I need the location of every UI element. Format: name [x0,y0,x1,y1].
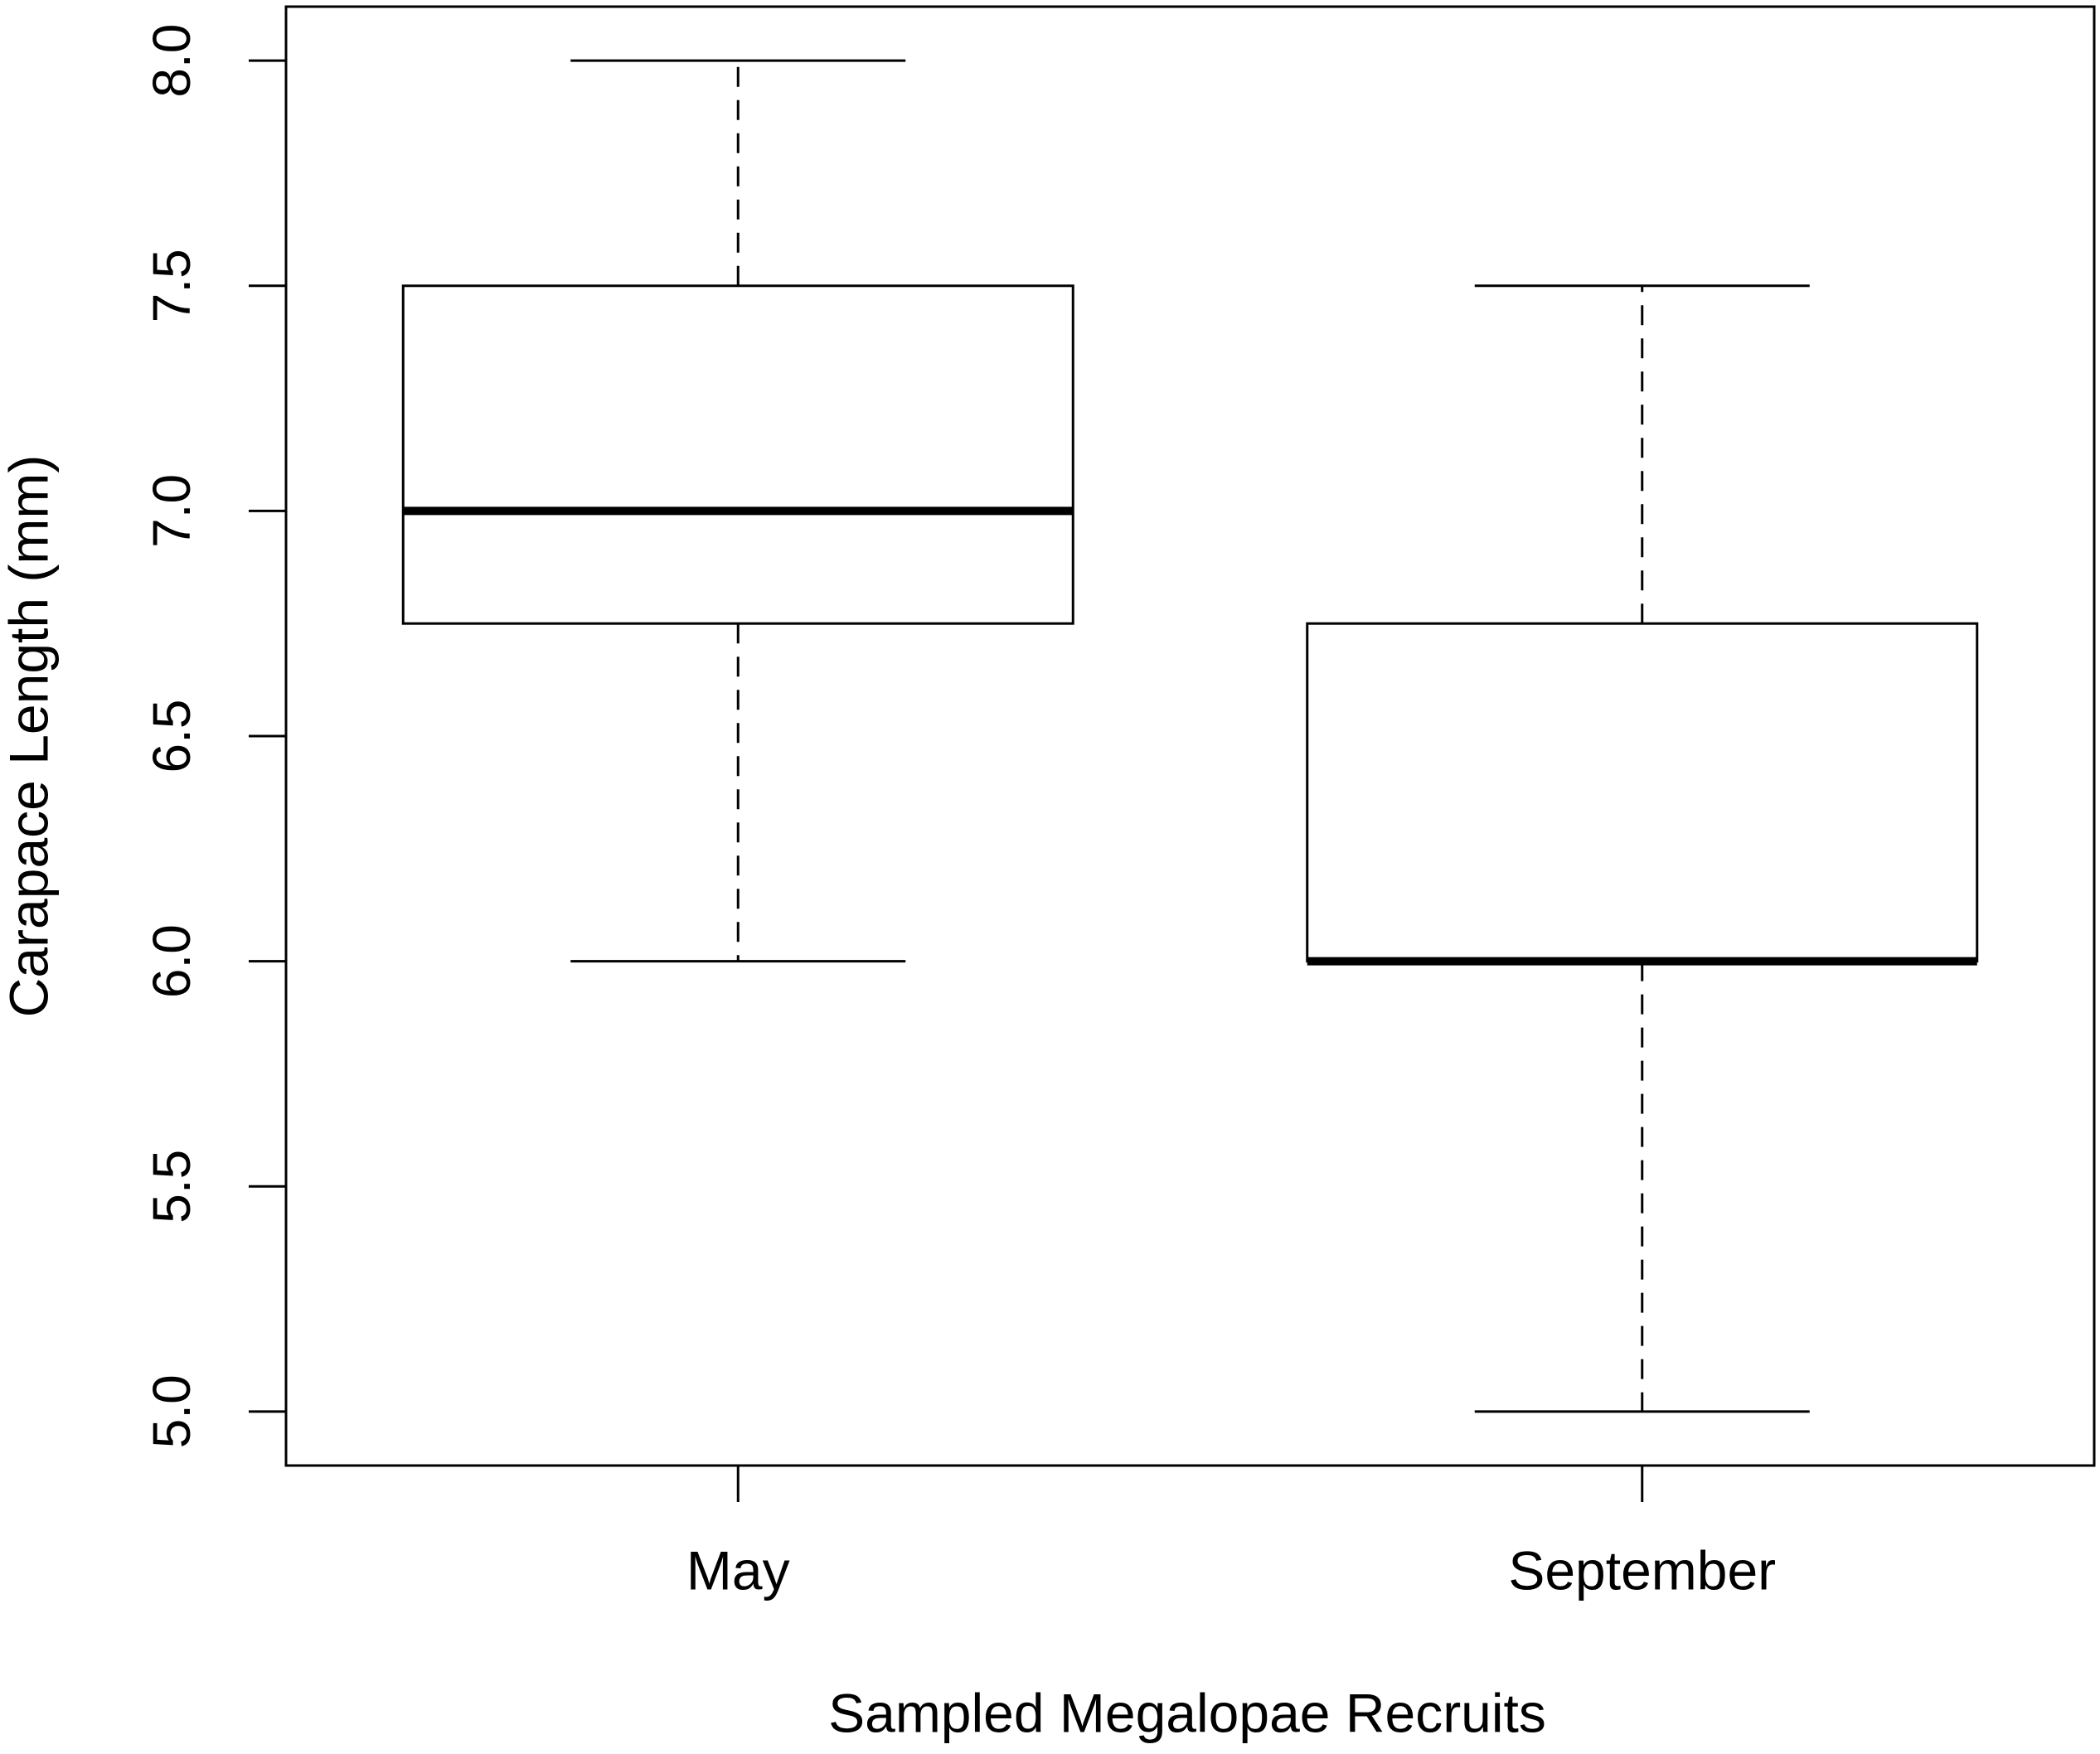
y-tick-label: 6.0 [142,924,201,998]
box [1306,622,1979,963]
y-axis-label: Carapace Length (mm) [0,455,59,1018]
x-axis-label: Sampled Megalopae Recruits [828,1682,1546,1743]
box [401,284,1074,625]
y-tick-label: 5.0 [142,1374,201,1448]
y-tick-label: 8.0 [142,24,201,98]
y-tick-label: 5.5 [142,1150,201,1223]
y-tick-label: 7.5 [142,249,201,322]
y-tick-label: 6.5 [142,700,201,773]
x-tick-label: September [1508,1539,1776,1601]
y-tick-label: 7.0 [142,474,201,548]
x-tick-label: May [686,1539,790,1601]
